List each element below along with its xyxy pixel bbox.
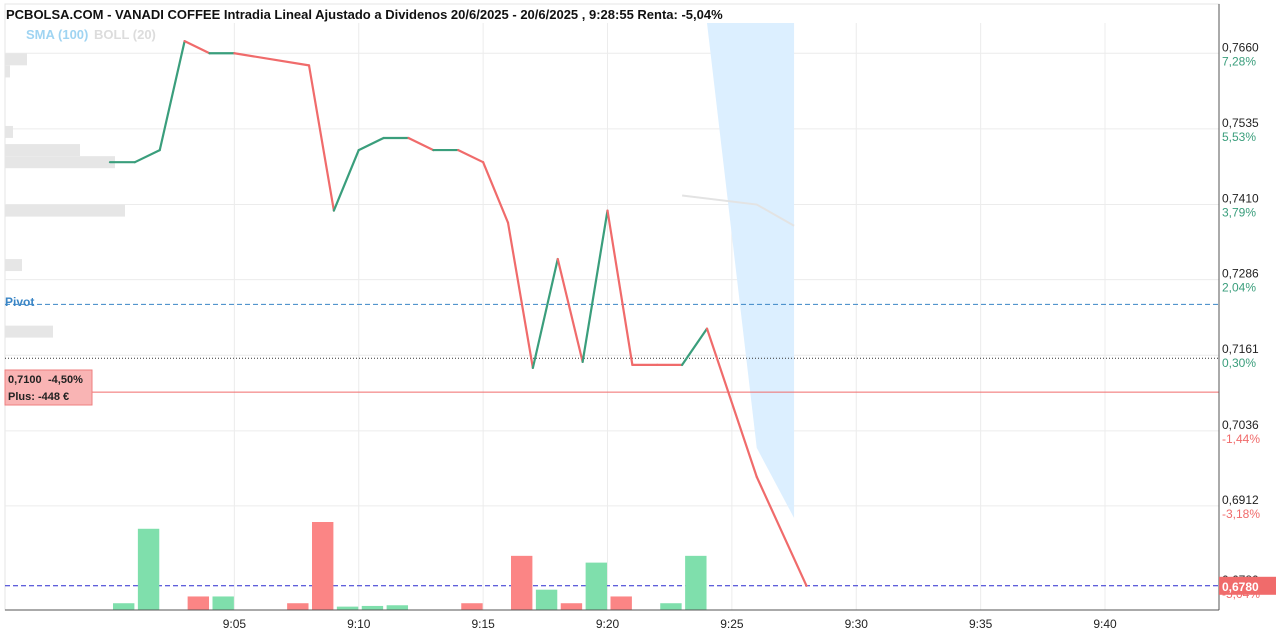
last-price-tag: 0,6780 [1219,576,1276,595]
y-tick-label: 0,7036 [1222,418,1259,432]
volume-bar [685,555,707,610]
volume-profile-bar [5,204,125,217]
volume-bar [585,562,608,610]
position-plus: Plus: -448 € [8,391,69,403]
reference-lines [5,303,1219,587]
price-segment [606,209,634,367]
volume-bar [312,522,334,610]
y-tick-pct: -1,44% [1222,432,1260,446]
y-tick-pct: 7,28% [1222,54,1256,68]
volume-bar [361,605,384,610]
price-segment [158,40,186,152]
price-segment [531,257,559,370]
x-tick-label: 9:25 [720,617,744,631]
price-segment [457,148,485,164]
volume-profile-bar [5,65,10,78]
price-segment [407,136,435,152]
volume-bar [137,528,160,610]
x-tick-label: 9:20 [596,617,620,631]
price-segment [755,475,808,587]
last-price-bg [1219,576,1276,595]
y-tick-pct: 3,79% [1222,206,1256,220]
volume-profile-bar [5,144,80,157]
volume-bar [535,589,558,610]
position-price: 0,7100 [8,374,42,386]
axes: 9:05 9:10 9:15 9:20 9:25 9:30 9:35 9:40 0,76607,… [5,4,1260,631]
last-price-label: 0,6780 [1222,580,1259,594]
y-tick-label: 0,7286 [1222,267,1259,281]
volume-profile-bar [5,325,53,338]
price-segment [332,148,360,212]
y-tick-label: 0,7535 [1222,116,1259,130]
x-tick-label: 9:15 [471,617,495,631]
price-segment [556,257,584,363]
y-tick-pct: 0,30% [1222,356,1256,370]
volume-bar [386,605,409,610]
price-segment [681,327,709,367]
x-tick-label: 9:40 [1093,617,1117,631]
price-segment [183,40,211,55]
bollinger-band-area [707,23,795,519]
price-segment [506,221,534,370]
y-tick-label: 0,7410 [1222,192,1259,206]
y-tick-label: 0,7161 [1222,342,1259,356]
position-pct: -4,50% [48,374,83,386]
x-tick-label: 9:10 [347,617,371,631]
price-segment [705,327,758,478]
x-tick-label: 9:35 [969,617,993,631]
legend-sma: SMA (100) [26,27,88,42]
y-tick-pct: 2,04% [1222,281,1256,295]
volume-bar [461,603,483,610]
volume-bar [212,596,234,610]
volume-bar [336,606,359,610]
volume-bar [287,603,309,610]
volume-profile-bar [5,53,27,66]
position-box-bg [4,369,93,406]
y-tick-pct: 5,53% [1222,130,1256,144]
volume-profile-bar [5,156,115,169]
price-segment [357,136,385,152]
volume-profile [5,53,125,338]
volume-bar [187,596,210,610]
legend-boll: BOLL (20) [94,27,156,42]
price-line [108,40,808,587]
volume-bar [610,596,632,610]
volume-profile-bar [5,259,22,272]
position-box: 0,7100 -4,50% Plus: -448 € [4,369,93,406]
y-tick-label: 0,6912 [1222,493,1259,507]
price-segment [307,64,335,212]
volume-profile-bar [5,125,13,138]
grid [4,3,1220,611]
volume-bars [113,522,707,610]
volume-bar [113,603,135,610]
price-segment [482,161,510,224]
volume-bar [511,555,533,610]
y-tick-label: 0,7660 [1222,40,1259,54]
pivot-label: Pivot [5,295,34,309]
price-segment [581,209,609,363]
bollinger-mid-line [682,194,795,227]
chart-title: PCBOLSA.COM - VANADI COFFEE Intradia Lin… [6,7,723,22]
volume-bar [560,603,583,610]
plot-frame [4,3,1220,611]
volume-bar [660,603,682,610]
price-segment [133,148,161,164]
bollinger-band [682,23,795,519]
x-tick-label: 9:30 [845,617,869,631]
y-tick-pct: -3,18% [1222,507,1260,521]
price-segment [233,52,311,67]
x-tick-label: 9:05 [223,617,247,631]
